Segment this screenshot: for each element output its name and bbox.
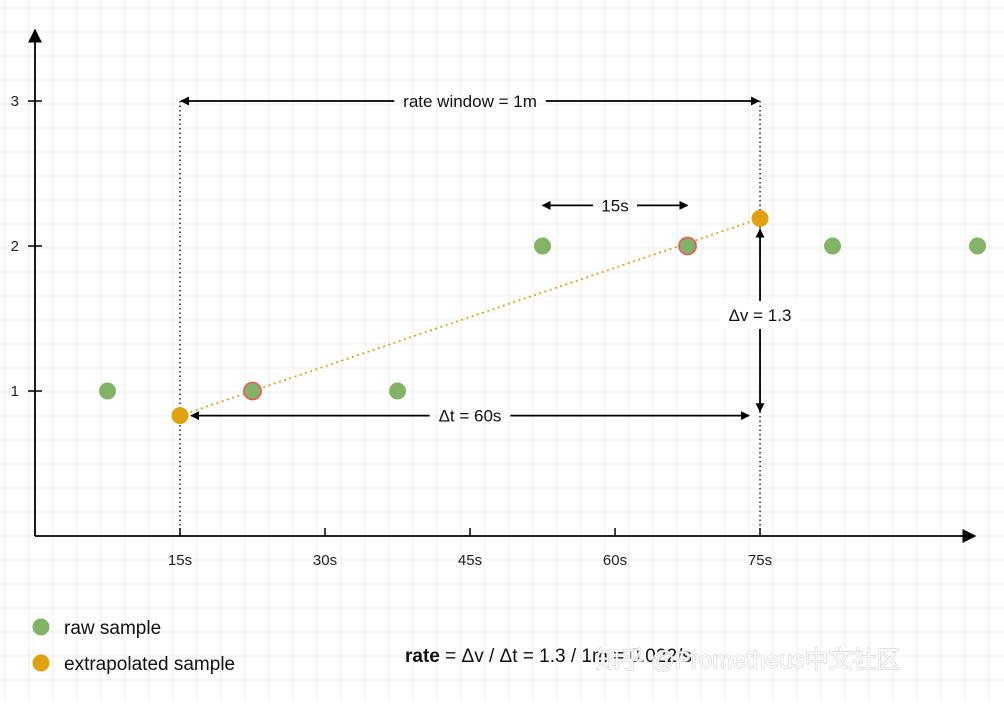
legend-raw-label: raw sample xyxy=(64,618,161,639)
raw-sample-point-highlighted xyxy=(678,236,697,256)
raw-sample-point-highlighted xyxy=(243,381,262,401)
legend: raw sample extrapolated sample xyxy=(32,618,235,675)
ticks: 15s 30s 45s 60s 75s 1 2 3 xyxy=(11,93,772,569)
y-tick-label: 3 xyxy=(11,93,19,110)
legend-extrapolated-icon xyxy=(32,654,50,672)
step-label: 15s xyxy=(601,196,628,215)
y-tick-label: 1 xyxy=(11,383,19,400)
legend-raw-icon xyxy=(32,618,50,636)
raw-sample-point xyxy=(824,237,842,255)
raw-sample-point xyxy=(389,382,407,400)
guide-lines xyxy=(179,101,761,536)
rate-window-label: rate window = 1m xyxy=(403,92,537,111)
raw-sample-point xyxy=(99,382,117,400)
formula-keyword: rate xyxy=(405,646,440,667)
raw-sample-point xyxy=(969,237,987,255)
delta-t-label: Δt = 60s xyxy=(439,407,502,426)
annotations: rate window = 1m Δt = 60s 15s Δv = 1.3 xyxy=(180,92,801,426)
rate-formula: rate = Δv / Δt = 1.3 / 1m = 0.022/s xyxy=(405,646,692,667)
x-tick-label: 45s xyxy=(458,552,482,569)
extrapolated-sample-point xyxy=(171,407,189,425)
delta-v-label: Δv = 1.3 xyxy=(729,306,792,325)
x-tick-label: 30s xyxy=(313,552,337,569)
data-points xyxy=(99,209,987,425)
legend-extrapolated-label: extrapolated sample xyxy=(64,654,235,675)
axes xyxy=(28,28,977,543)
x-tick-label: 75s xyxy=(748,552,772,569)
delta-v-label-bg xyxy=(720,301,801,328)
y-tick-label: 2 xyxy=(11,238,19,255)
extrapolated-sample-point xyxy=(751,209,769,227)
watermark: 知乎 @Prometheus中文社区 xyxy=(596,647,900,674)
x-tick-label: 15s xyxy=(168,552,192,569)
raw-sample-point xyxy=(534,237,552,255)
x-tick-label: 60s xyxy=(603,552,627,569)
formula-expression: = Δv / Δt = 1.3 / 1m = 0.022/s xyxy=(440,646,692,667)
